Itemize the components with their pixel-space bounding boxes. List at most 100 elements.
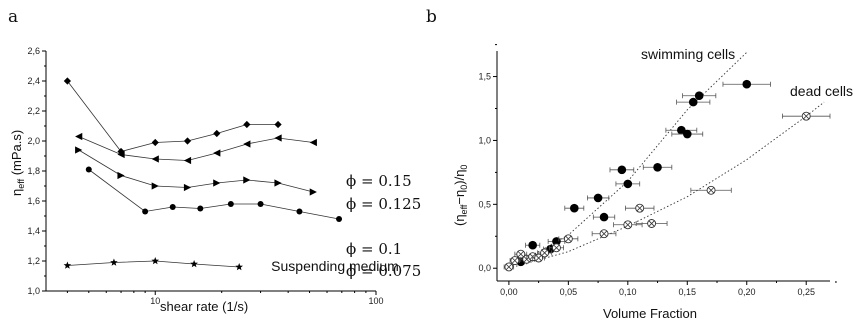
x-tick-label: 100: [368, 296, 383, 306]
data-point-circle: [142, 208, 149, 215]
label-swimming-cells: swimming cells: [641, 46, 735, 62]
data-point-crossed-circle: [623, 220, 633, 230]
data-point-crossed-circle: [534, 253, 544, 263]
series-0: [63, 77, 282, 156]
panel-a-plot: 1,0 1,2 1,4 1,6 1,8 2,0 2,2 2,4 2,6 10 100 shear …: [9, 46, 421, 314]
series-line: [67, 80, 279, 152]
marker-cross: [541, 249, 548, 256]
y-tick-label: 2,6: [27, 46, 40, 56]
panel-b-plot: 0,0 0,5 1,0 1,5 0,00 0,05 0,10 0,15 0,20 0,25 Vo…: [452, 44, 853, 321]
data-point-crossed-circle: [635, 203, 645, 213]
data-point-triangle-right: [183, 183, 192, 192]
x-tick-label: 0,05: [560, 287, 578, 297]
data-point-filled-circle: [653, 162, 662, 172]
data-point-filled-circle: [688, 97, 698, 107]
data-point-crossed-circle: [801, 111, 811, 121]
data-point-triangle-left: [75, 132, 83, 141]
data-point-filled-circle: [623, 179, 633, 189]
y-tick-label: 1,4: [27, 226, 40, 236]
series-1: [75, 132, 317, 165]
data-point-triangle-left: [309, 138, 317, 147]
data-point-triangle-left: [243, 140, 251, 148]
data-point-star: [190, 260, 198, 268]
label-dead-cells: dead cells: [790, 83, 853, 99]
data-point-crossed-circle: [563, 234, 573, 244]
y-tick-label: 2,2: [27, 106, 40, 116]
series-line: [67, 260, 240, 268]
data-point-filled-circle: [617, 165, 627, 175]
marker-cross: [505, 263, 512, 271]
data-point-crossed-circle: [510, 256, 520, 266]
data-point-circle: [227, 201, 234, 207]
panel-a-label: a: [8, 7, 18, 27]
series-line: [78, 149, 314, 193]
data-point-diamond: [183, 137, 192, 145]
panel-a-x-axis-label: shear rate (1/s): [160, 299, 248, 314]
data-point-circle: [296, 208, 303, 215]
x-tick-label: 0,15: [679, 287, 697, 297]
panel-a-y-axis-label: ηeff (mPa.s): [9, 130, 26, 196]
marker-cross: [648, 220, 655, 227]
data-point-triangle-right: [151, 182, 159, 190]
legend-suspending-medium: Suspending medium: [271, 258, 399, 274]
data-point-filled-circle: [593, 193, 603, 203]
series-1: [503, 111, 831, 272]
legend-phi-0125: ϕ = 0.125: [346, 195, 421, 213]
fit-curve-1: [508, 101, 825, 269]
y-tick-label: 1,8: [27, 166, 40, 176]
x-tick-label: 10: [150, 296, 160, 306]
data-point-diamond: [151, 138, 159, 147]
x-tick-label: 0,00: [500, 287, 518, 297]
y-tick-label: 1,0: [27, 286, 40, 296]
data-point-circle: [336, 216, 343, 222]
data-point-circle: [257, 201, 264, 207]
data-point-filled-circle: [682, 129, 692, 139]
data-point-filled-circle: [694, 91, 704, 101]
y-tick-label: 0,5: [478, 199, 491, 209]
data-point-triangle-left: [274, 134, 282, 142]
data-point-crossed-circle: [647, 219, 657, 228]
marker-cross: [517, 251, 524, 258]
data-point-circle: [169, 204, 176, 210]
y-tick-label: 1,6: [27, 196, 40, 206]
data-point-diamond: [243, 120, 251, 129]
data-point-crossed-circle: [504, 262, 514, 272]
data-point-filled-circle: [528, 240, 537, 250]
panel-b-label: b: [426, 7, 437, 27]
marker-cross: [803, 113, 810, 120]
x-tick-label: 0,25: [797, 287, 815, 297]
data-point-triangle-right: [309, 188, 317, 196]
legend-phi-01: ϕ = 0.1: [346, 240, 402, 258]
data-point-triangle-right: [75, 146, 83, 154]
y-tick-label: 1,5: [478, 72, 491, 82]
data-point-triangle-right: [243, 176, 251, 184]
marker-cross: [636, 205, 643, 212]
marker-cross: [707, 187, 715, 194]
data-point-triangle-left: [151, 155, 159, 163]
y-tick-label: 1,2: [27, 256, 40, 266]
data-point-triangle-left: [183, 156, 192, 165]
data-point-star: [110, 258, 118, 266]
data-point-filled-circle: [599, 212, 609, 222]
data-point-star: [63, 261, 72, 269]
marker-cross: [535, 254, 542, 262]
x-tick-label: 0,10: [619, 287, 637, 297]
data-point-triangle-right: [117, 171, 125, 180]
marker-cross: [553, 244, 560, 251]
data-point-triangle-left: [213, 149, 221, 157]
series-line: [78, 136, 314, 161]
marker-cross: [600, 230, 608, 237]
y-tick-label: 0,0: [478, 263, 491, 273]
marker-cross: [565, 235, 572, 242]
y-tick-label: 2,0: [27, 136, 40, 146]
data-point-circle: [197, 205, 204, 212]
fit-curve-0: [508, 51, 748, 269]
series-2: [75, 146, 317, 196]
data-point-crossed-circle: [552, 243, 561, 253]
data-point-diamond: [274, 120, 282, 129]
marker-cross: [511, 257, 518, 264]
data-point-crossed-circle: [599, 229, 609, 239]
data-point-star: [151, 257, 160, 265]
data-point-filled-circle: [570, 203, 579, 213]
